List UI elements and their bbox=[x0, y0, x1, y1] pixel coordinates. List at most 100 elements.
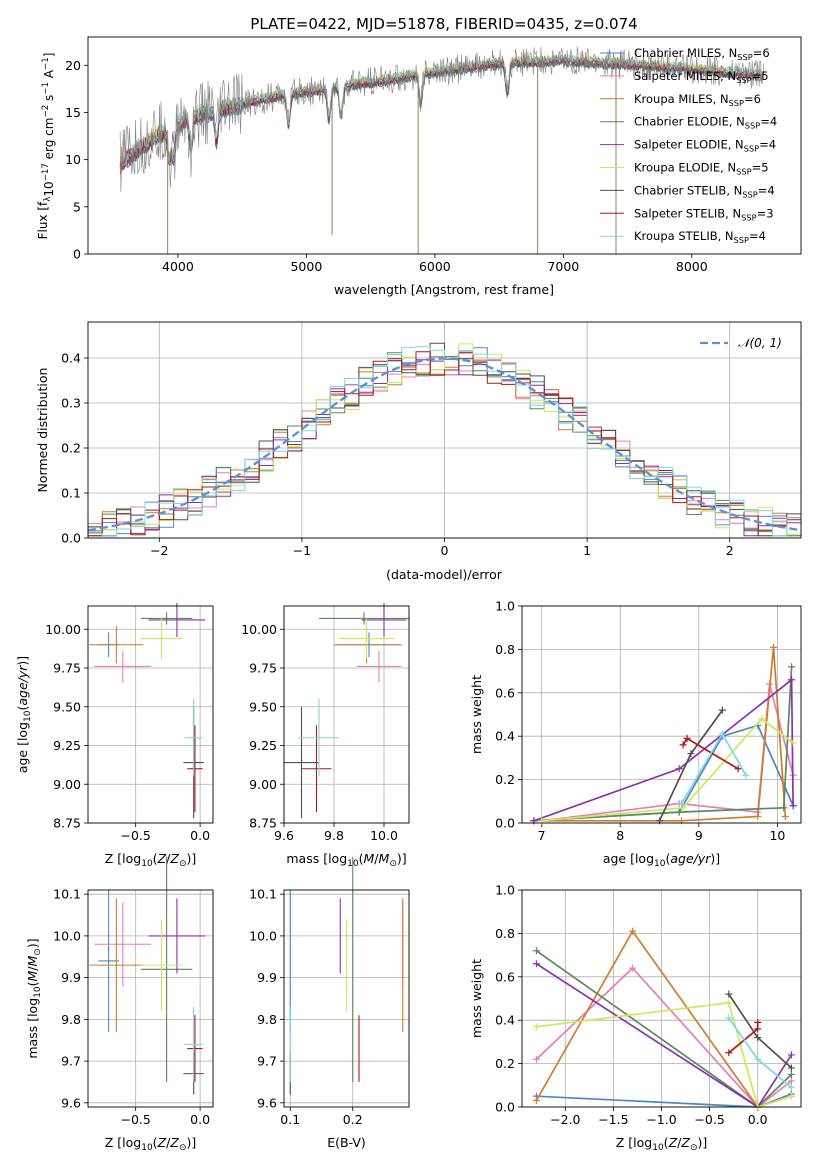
x-tick-label: −0.5 bbox=[121, 1112, 151, 1127]
x-tick-label: 8000 bbox=[676, 259, 708, 274]
figure-title: PLATE=0422, MJD=51878, FIBERID=0435, z=0… bbox=[250, 15, 637, 33]
y-tick-label: 0.6 bbox=[495, 969, 515, 984]
weight-marker-salpeter-elodie bbox=[675, 765, 683, 773]
y-tick-label: 0.0 bbox=[495, 816, 515, 831]
y-tick-label: 9.6 bbox=[257, 1095, 277, 1110]
age-vs-metallicity-panel: −0.5 0.0 8.75 9.00 9.25 9.50 9.75 10.00 Z [log10… bbox=[15, 602, 214, 869]
weight_vs_Z-x-label: Z [log10(Z/Z⊙)] bbox=[616, 1135, 708, 1153]
y-tick-label: 9.50 bbox=[249, 699, 277, 714]
y-tick-label: 9.9 bbox=[61, 970, 81, 985]
weight-marker-salpeter-stelib bbox=[725, 1049, 733, 1057]
y-tick-label: 0.2 bbox=[495, 772, 515, 787]
weight-marker-kroupa-stelib bbox=[718, 730, 726, 738]
weight-marker-salpeter-elodie bbox=[532, 960, 540, 968]
weight-marker-kroupa-stelib bbox=[678, 799, 686, 807]
axes-frame bbox=[283, 605, 410, 824]
weight-vs-metallicity-panel: −2.0 −1.5 −1.0 −0.5 0.0 0.0 0.2 0.4 0.6 0.8 1.0 Z [… bbox=[469, 883, 802, 1153]
y-tick-label: 1.0 bbox=[495, 599, 515, 614]
weight-line-salpeter-miles bbox=[535, 966, 792, 1109]
y-tick-label: 0.6 bbox=[495, 685, 515, 700]
weight-marker-salpeter-elodie bbox=[789, 802, 797, 810]
weight-marker-kroupa-miles bbox=[781, 812, 789, 820]
legend-label-salpeter-miles-n-ssp-5: Salpeter MILES, NSSP=5 bbox=[634, 69, 769, 85]
weight-marker-salpeter-stelib bbox=[754, 1018, 762, 1026]
weight-marker-kroupa-miles bbox=[769, 643, 777, 651]
spectrum-data-line bbox=[119, 46, 764, 193]
axes-frame bbox=[521, 605, 802, 824]
weight-marker-chabrier-stelib bbox=[687, 750, 695, 758]
y-tick-label: 10.00 bbox=[241, 622, 277, 637]
y-tick-label: 9.50 bbox=[53, 699, 81, 714]
legend-label-kroupa-elodie-n-ssp-5: Kroupa ELODIE, NSSP=5 bbox=[634, 161, 769, 177]
x-tick-label: 0 bbox=[441, 543, 449, 558]
y-tick-label: 9.00 bbox=[249, 777, 277, 792]
x-tick-label: 10.0 bbox=[370, 828, 398, 843]
mass_vs_Z-y-label: mass [log10(M/M⊙)] bbox=[25, 938, 43, 1058]
mass-vs-extinction-panel: 0.1 0.2 9.6 9.7 9.8 9.9 10.0 10.1 E(B-V) bbox=[249, 856, 410, 1150]
x-tick-label: −0.5 bbox=[121, 828, 151, 843]
weight-marker-chabrier-elodie bbox=[780, 804, 788, 812]
mass_vs_Z-x-label: Z [log10(Z/Z⊙)] bbox=[105, 1135, 197, 1153]
weight-marker-chabrier-stelib bbox=[725, 990, 733, 998]
y-tick-label: 0.2 bbox=[495, 1056, 515, 1071]
y-tick-label: 10.00 bbox=[45, 622, 81, 637]
weight-marker-kroupa-stelib bbox=[725, 1014, 733, 1022]
y-tick-label: 5 bbox=[73, 199, 81, 214]
y-tick-label: 0.8 bbox=[495, 926, 515, 941]
x-tick-label: 0.0 bbox=[190, 1112, 210, 1127]
age_vs_Z-y-label: age [log10(age/yr)] bbox=[15, 656, 33, 773]
weight-marker-kroupa-elodie bbox=[532, 1023, 540, 1031]
weight_vs_age-x-label: age [log10(age/yr)] bbox=[603, 851, 720, 869]
y-tick-label: 20 bbox=[65, 58, 81, 73]
y-tick-label: 0.4 bbox=[495, 1013, 515, 1028]
spectrum-y-label: Flux [fλ10−17 erg cm−2 s−1 A−1] bbox=[36, 53, 56, 240]
y-tick-label: 9.8 bbox=[257, 1012, 277, 1027]
x-tick-label: 7000 bbox=[547, 259, 579, 274]
y-tick-label: 0.3 bbox=[61, 396, 81, 411]
weight-marker-kroupa-elodie bbox=[758, 715, 766, 723]
x-tick-label: 4000 bbox=[162, 259, 194, 274]
weight-marker-kroupa-miles bbox=[532, 1096, 540, 1104]
x-tick-label: −2 bbox=[150, 543, 168, 558]
y-tick-label: 9.25 bbox=[249, 738, 277, 753]
weight-marker-kroupa-elodie bbox=[679, 804, 687, 812]
weight-marker-salpeter-elodie bbox=[788, 676, 796, 684]
axes-frame bbox=[87, 36, 802, 255]
axes-frame bbox=[87, 889, 214, 1108]
weight-marker-salpeter-stelib bbox=[683, 734, 691, 742]
y-tick-label: 9.75 bbox=[249, 661, 277, 676]
x-tick-label: 8 bbox=[616, 828, 624, 843]
x-tick-label: −1 bbox=[293, 543, 311, 558]
y-tick-label: 15 bbox=[65, 105, 81, 120]
x-tick-label: 9.8 bbox=[324, 828, 344, 843]
y-tick-label: 9.9 bbox=[257, 970, 277, 985]
residuals-x-label: (data-model)/error bbox=[386, 567, 503, 582]
x-tick-label: 2 bbox=[726, 543, 734, 558]
x-tick-label: 10 bbox=[769, 828, 785, 843]
weight-marker-chabrier-elodie bbox=[787, 1070, 795, 1078]
weight-marker-kroupa-elodie bbox=[789, 739, 797, 747]
weight-marker-kroupa-miles bbox=[754, 812, 762, 820]
x-tick-label: 7 bbox=[538, 828, 546, 843]
x-tick-label: 6000 bbox=[419, 259, 451, 274]
axes-frame bbox=[283, 889, 410, 1108]
legend-label-kroupa-miles-n-ssp-6: Kroupa MILES, NSSP=6 bbox=[634, 92, 761, 108]
y-tick-label: 9.6 bbox=[61, 1095, 81, 1110]
y-tick-label: 9.00 bbox=[53, 777, 81, 792]
weight-vs-age-panel: 7 8 9 10 0.0 0.2 0.4 0.6 0.8 1.0 age [log10(age/yr… bbox=[469, 599, 802, 869]
x-tick-label: 1 bbox=[583, 543, 591, 558]
axes-frame bbox=[521, 889, 802, 1108]
x-tick-label: −1.0 bbox=[646, 1112, 676, 1127]
x-tick-label: 0.1 bbox=[280, 1112, 300, 1127]
y-tick-label: 0.4 bbox=[61, 351, 81, 366]
x-tick-label: 5000 bbox=[290, 259, 322, 274]
weight-marker-salpeter-stelib bbox=[679, 741, 687, 749]
weight-marker-kroupa-stelib bbox=[787, 1083, 795, 1091]
x-tick-label: 0.2 bbox=[343, 1112, 363, 1127]
y-tick-label: 9.7 bbox=[257, 1054, 277, 1069]
weight-marker-salpeter-stelib bbox=[754, 1025, 762, 1033]
y-tick-label: 8.75 bbox=[249, 816, 277, 831]
legend-label-kroupa-stelib-n-ssp-4: Kroupa STELIB, NSSP=4 bbox=[634, 229, 766, 245]
